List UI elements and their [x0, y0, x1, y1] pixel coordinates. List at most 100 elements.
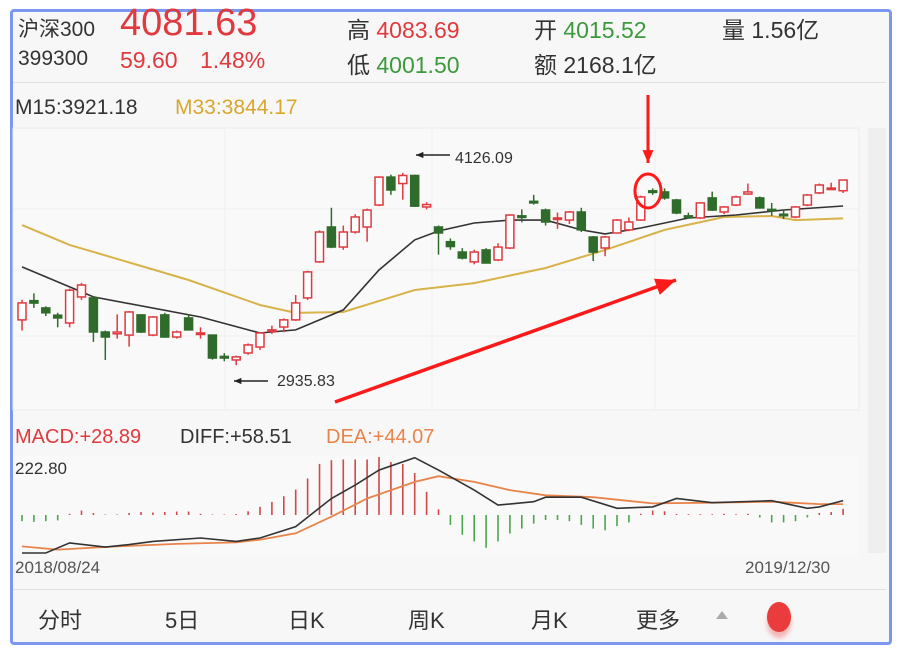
red-dot-icon[interactable] — [767, 602, 791, 632]
candle — [41, 307, 51, 314]
candle — [76, 284, 87, 298]
diff-line — [22, 456, 844, 554]
candle — [433, 226, 444, 234]
header-divider — [13, 82, 886, 83]
candle — [457, 251, 468, 259]
open-label: 开 — [534, 17, 557, 43]
candle — [183, 317, 194, 331]
candle — [171, 331, 182, 338]
end-date-label: 2019/12/30 — [745, 558, 831, 577]
candle — [52, 314, 63, 319]
candle — [64, 289, 75, 324]
tab-daily-k[interactable]: 日K — [288, 608, 325, 633]
candle — [505, 214, 515, 249]
candle — [445, 240, 456, 248]
candle — [374, 176, 384, 206]
candle — [576, 211, 587, 231]
index-code: 399300 — [18, 47, 89, 70]
price-change: 59.60 — [120, 47, 178, 73]
candle — [409, 174, 420, 207]
red-circle-highlight — [633, 172, 663, 210]
candle — [362, 209, 372, 228]
candle — [755, 197, 765, 209]
ma15-legend: M15:3921.18 — [15, 96, 138, 119]
candle — [802, 194, 813, 206]
candle — [647, 190, 658, 194]
tab-monthly-k[interactable]: 月K — [531, 608, 568, 633]
tab-intraday[interactable]: 分时 — [38, 608, 83, 633]
candle — [624, 221, 634, 231]
candle — [148, 316, 158, 336]
candle — [302, 271, 313, 299]
amount-value: 2168.1亿 — [563, 52, 657, 78]
red-trend-arrow-head — [654, 278, 676, 295]
candle — [707, 197, 717, 211]
high-stat: 高 4083.69 — [347, 11, 460, 45]
candle — [826, 187, 836, 191]
candle — [88, 297, 99, 333]
candle — [612, 219, 622, 234]
dea-line — [21, 475, 844, 551]
candle — [231, 356, 241, 361]
candle — [731, 196, 741, 206]
candle — [719, 206, 729, 213]
macd-plot-area — [13, 455, 859, 555]
candle — [671, 199, 682, 214]
candle — [588, 236, 598, 253]
macd-legend: MACD:+28.89 — [15, 426, 142, 448]
triangle-up-icon[interactable] — [716, 611, 728, 619]
tab-5day[interactable]: 5日 — [165, 608, 200, 633]
low-label: 低 — [347, 52, 370, 78]
candle — [790, 206, 801, 218]
candle — [838, 179, 848, 192]
high-label: 高 — [347, 17, 370, 43]
candle — [160, 314, 170, 338]
candle — [267, 329, 277, 333]
ma33-line — [21, 214, 844, 314]
open-stat: 开 4015.52 — [534, 11, 647, 45]
macd-top-label: 222.80 — [15, 459, 67, 478]
amount-stat: 额 2168.1亿 — [534, 46, 657, 80]
open-value: 4015.52 — [563, 17, 647, 43]
current-price: 4081.63 — [120, 2, 258, 44]
index-name: 沪深300 — [18, 18, 96, 41]
candle — [255, 332, 265, 348]
candle — [778, 213, 789, 217]
candle — [350, 216, 360, 233]
tabbar-divider — [13, 589, 886, 590]
candle — [386, 176, 396, 191]
candle — [481, 249, 491, 264]
high-value: 4083.69 — [376, 17, 460, 43]
candle — [564, 211, 575, 221]
max-price-annotation: 4126.09 — [455, 150, 513, 167]
candle — [493, 246, 503, 261]
candle — [540, 209, 551, 223]
diff-legend: DIFF:+58.51 — [180, 426, 292, 448]
red-down-arrow-head — [642, 150, 654, 163]
candle — [398, 174, 408, 185]
candle — [314, 231, 325, 263]
volume-stat: 量 1.56亿 — [722, 11, 819, 45]
right-scroll-strip — [868, 128, 886, 553]
candle — [136, 314, 146, 333]
candle — [219, 355, 230, 359]
candle — [766, 208, 777, 212]
red-trend-arrow — [334, 278, 677, 404]
candle — [338, 231, 349, 248]
candle — [290, 302, 301, 321]
candle — [326, 226, 337, 248]
candle — [421, 203, 432, 208]
candle — [517, 215, 527, 219]
candle — [683, 215, 694, 219]
candle — [195, 332, 206, 336]
price-change-pct: 1.48% — [200, 47, 266, 73]
tab-weekly-k[interactable]: 周K — [408, 608, 445, 633]
low-stat: 低 4001.50 — [347, 46, 460, 80]
candle — [29, 299, 39, 304]
candle — [279, 319, 289, 328]
ma33-legend: M33:3844.17 — [175, 96, 298, 119]
tab-more[interactable]: 更多 — [636, 608, 681, 633]
candle — [469, 251, 479, 263]
candle — [112, 331, 122, 335]
